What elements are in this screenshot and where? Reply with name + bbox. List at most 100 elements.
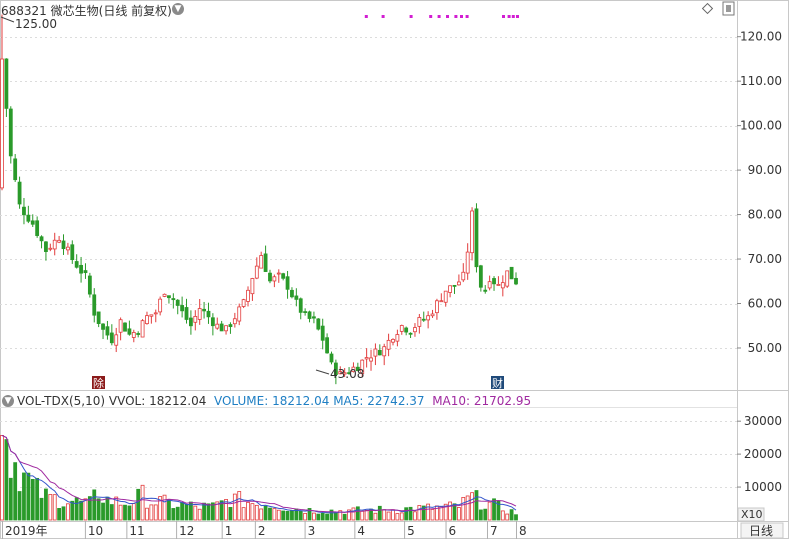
ma5-label: MA5: [333, 394, 364, 408]
candle-body [325, 337, 329, 354]
volume-bar [492, 498, 496, 521]
candle-body [276, 272, 281, 275]
volume-bar [395, 513, 400, 521]
price-tick-label: 90.00 [748, 163, 782, 177]
candle-body [22, 206, 26, 216]
chevron-down-icon[interactable]: ▼ [172, 3, 184, 15]
candle-body [435, 300, 439, 314]
volume-bar [452, 503, 457, 521]
volume-bar [30, 478, 35, 521]
date-tick-label: 10 [88, 524, 103, 538]
max-price-marker: 125.00 [0, 16, 57, 31]
candle-body [281, 273, 286, 279]
volume-bar [456, 507, 461, 521]
candle-body [193, 316, 198, 323]
candle-body [408, 332, 413, 335]
volume-bar [285, 510, 290, 521]
date-tick-label: 4 [357, 524, 365, 538]
volume-bar [101, 502, 105, 521]
volume-bar [443, 503, 448, 521]
volume-bar [149, 504, 154, 521]
min-price-marker: 43.08 [315, 367, 364, 381]
volume-bar [408, 506, 413, 521]
volume-bar [505, 513, 510, 521]
volume-bar [175, 506, 180, 521]
event-dot [465, 15, 469, 18]
volume-bar [136, 488, 141, 521]
volume-bar [355, 506, 360, 521]
volume-tick-label: 10000 [744, 480, 782, 494]
volume-bar [382, 509, 387, 521]
volume-bar [290, 510, 294, 521]
financial-report-flag[interactable]: 财 [491, 376, 504, 390]
candle-body [4, 58, 9, 109]
candle-body [105, 326, 110, 336]
volume-bar [131, 503, 136, 521]
volume-bar [189, 501, 193, 521]
volume-bar [448, 501, 453, 521]
volume-bar [241, 507, 246, 521]
volume-bar [219, 500, 224, 521]
volume-bar [232, 493, 237, 521]
volume-label: VOLUME: [213, 394, 269, 408]
volume-bar [127, 505, 132, 521]
ex-rights-flag[interactable]: 除 [92, 376, 105, 390]
candle-body [395, 334, 400, 342]
candle-body [96, 311, 101, 324]
price-tick-label: 100.00 [740, 119, 782, 133]
candle-body [373, 348, 378, 357]
date-tick-label: 3 [308, 524, 316, 538]
volume-bar [404, 507, 409, 521]
scrollbar-icon[interactable] [722, 1, 735, 16]
volume-bar [386, 511, 391, 521]
volume-bar [79, 500, 83, 521]
volume-bar [421, 505, 426, 521]
ma10-value: 21702.95 [473, 394, 532, 408]
volume-tick-label: 20000 [744, 447, 782, 461]
volume-bar [87, 496, 92, 521]
candle-body [263, 253, 268, 272]
candle-body [171, 298, 176, 301]
candle-body [79, 264, 83, 274]
volume-bar [465, 495, 470, 521]
candle-body [101, 323, 105, 330]
candle-body [228, 324, 233, 328]
candle-body [268, 272, 272, 282]
candle-body [0, 58, 4, 189]
scale-tag[interactable]: X10 [737, 507, 765, 522]
volume-bar [22, 472, 26, 521]
period-selector-button[interactable]: 日线 [740, 522, 784, 539]
volume-bar [399, 512, 404, 521]
candle-body [109, 332, 114, 344]
candle-body [87, 275, 92, 295]
volume-bar [140, 484, 145, 521]
candle-body [474, 208, 479, 268]
volume-bar [496, 500, 501, 521]
candle-body [44, 241, 48, 252]
volume-bar [263, 505, 268, 521]
volume-tick-label: 30000 [744, 414, 782, 428]
ma10-line [1, 434, 517, 513]
volume-bar [254, 504, 259, 521]
volume-bar [470, 492, 474, 521]
candle-body [8, 108, 13, 157]
candle-body [162, 293, 167, 297]
candle-body [377, 349, 382, 356]
volume-bar [171, 508, 176, 521]
diamond-icon[interactable] [701, 2, 714, 15]
volume-bar [96, 498, 101, 521]
event-dot [454, 15, 458, 18]
chevron-down-icon[interactable]: ▼ [2, 395, 14, 407]
chart-grid [0, 37, 737, 488]
candle-body [224, 325, 228, 332]
candle-body [290, 289, 294, 298]
candle-body [189, 317, 193, 327]
volume-bar [70, 500, 75, 521]
event-dot [502, 15, 505, 18]
candle-body [272, 276, 277, 282]
volume-header: VOL-TDX(5,10) VVOL: 18212.04 VOLUME: 182… [17, 394, 531, 408]
candle-body [333, 362, 338, 376]
ma-lines [1, 434, 517, 514]
volume-bar [92, 489, 97, 521]
